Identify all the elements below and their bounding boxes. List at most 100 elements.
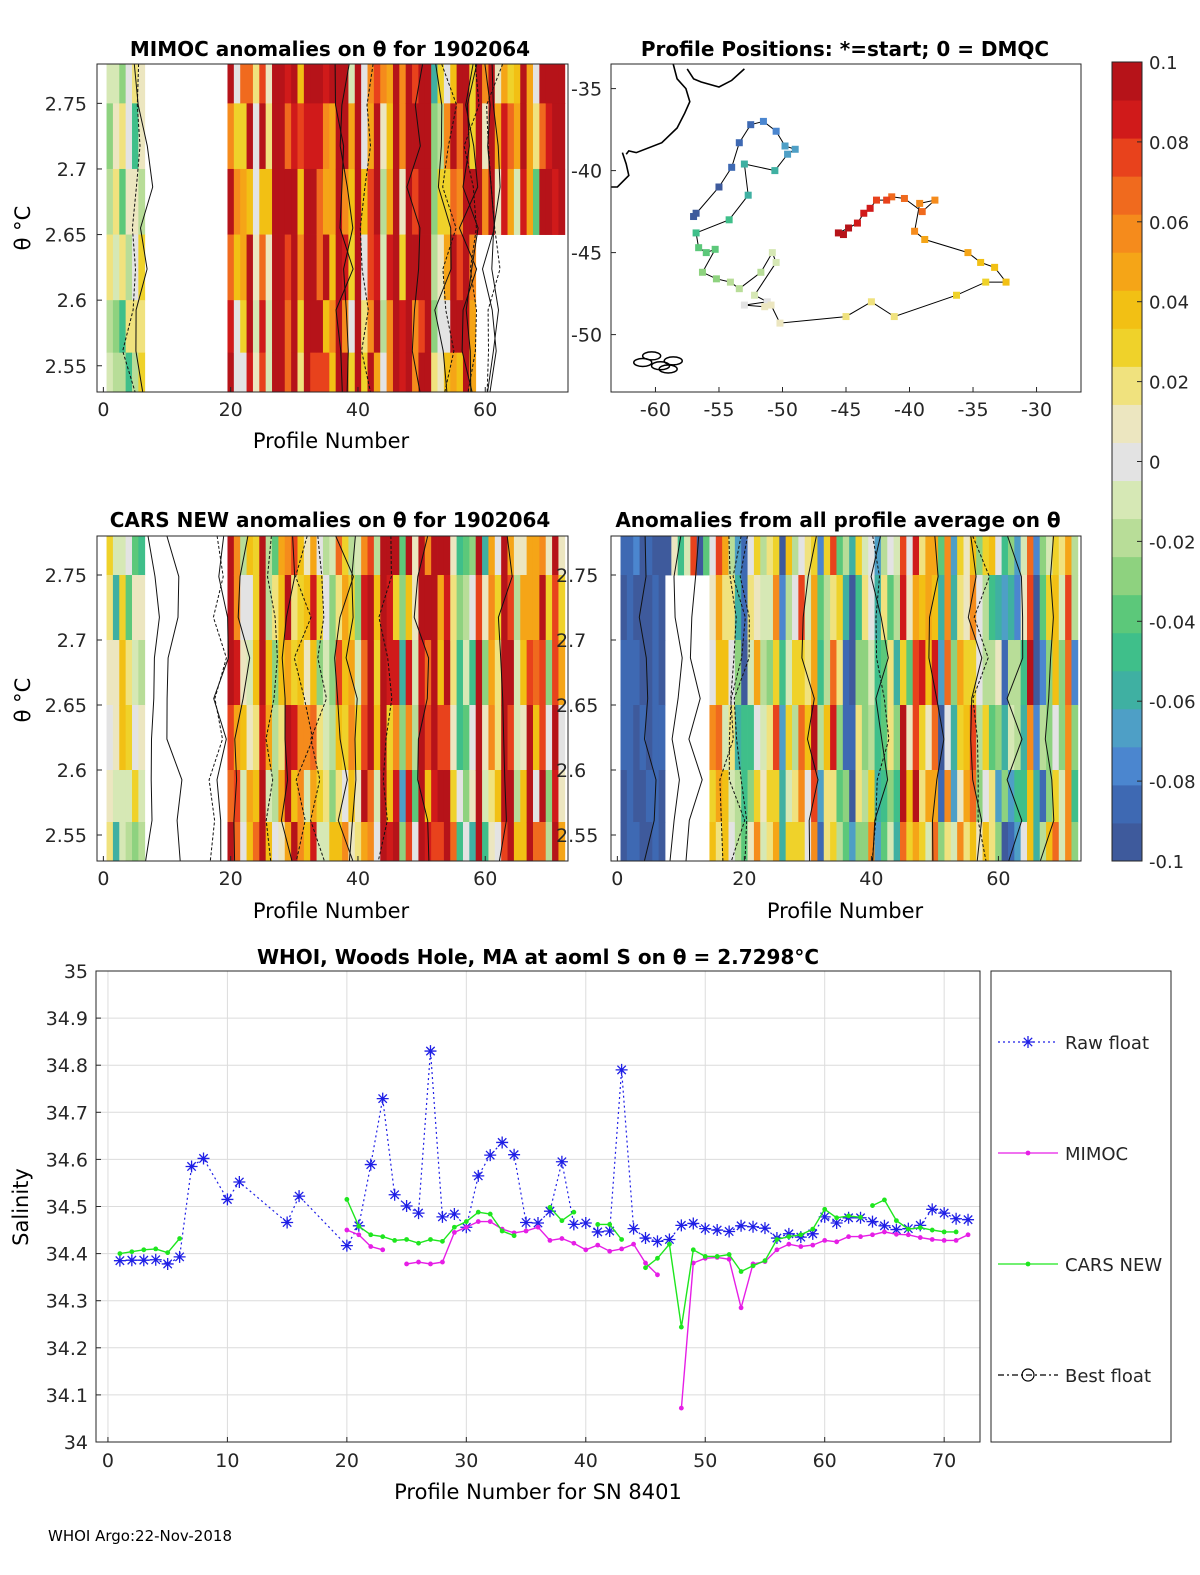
allavg-cell (772, 536, 780, 576)
mimoc-cell (106, 103, 114, 170)
allavg-cell (1007, 536, 1015, 576)
cars-cell (443, 536, 451, 576)
cars-cell (418, 536, 426, 576)
mimoc-axes-box (96, 63, 569, 393)
cars-cell (284, 536, 292, 576)
allavg-cell (938, 705, 945, 771)
cars-cell (240, 640, 247, 706)
mimoc-cell (354, 234, 362, 301)
allavg-cell (995, 705, 1003, 771)
mimoc-cell (450, 103, 458, 170)
allavg-cell (1071, 640, 1079, 706)
mimoc-cell (233, 352, 241, 392)
mimoc-cell (125, 168, 133, 235)
cars-cell (303, 705, 311, 771)
allavg-cell (899, 536, 907, 576)
cars-cell (482, 705, 489, 771)
cars-ylabel: θ °C (11, 678, 35, 723)
coastline-segment (686, 68, 745, 88)
allavg-cell (766, 575, 774, 641)
colorbar-tick-label: 0.04 (1149, 293, 1189, 314)
cars-cell (418, 575, 426, 641)
profile-position-marker (740, 301, 748, 309)
allavg-cell (1039, 822, 1047, 861)
colorbar-tick-label: 0.02 (1149, 373, 1189, 394)
cars-cell (240, 770, 247, 823)
allavg-cell (779, 536, 787, 576)
salinity-x-tick-label: 50 (693, 1450, 717, 1472)
mimoc-cell (335, 168, 343, 235)
allavg-cell (728, 640, 736, 706)
allavg-cell (899, 770, 907, 823)
cars-cell (494, 770, 502, 823)
allavg-cell (715, 575, 723, 641)
cars-cell (278, 705, 286, 771)
cars-cell (462, 640, 470, 706)
allavg-cell (811, 536, 818, 576)
allavg-cell (887, 640, 895, 706)
island-outline (641, 351, 662, 361)
allavg-cell (785, 536, 793, 576)
allavg-cell (1046, 536, 1053, 576)
mimoc-cell (437, 300, 445, 354)
mimoc-cell (316, 300, 324, 354)
cars-cell (386, 705, 394, 771)
allavg-cell (874, 575, 882, 641)
allavg-title: Anomalies from all profile average on θ (615, 508, 1060, 532)
allavg-cell (880, 640, 888, 706)
cars-cell (316, 705, 324, 771)
positions-x-tick-label: -35 (958, 399, 989, 421)
allavg-cell (798, 536, 806, 576)
profile-position-marker (931, 196, 939, 204)
mimoc-cell (240, 168, 247, 235)
mimoc-ylabel: θ °C (11, 206, 35, 251)
cars-new-marker (690, 1247, 696, 1253)
allavg-cell (1039, 705, 1047, 771)
mimoc-cell (284, 300, 292, 354)
allavg-cell (772, 640, 780, 706)
allavg-cell (868, 640, 875, 706)
allavg-cell (798, 770, 806, 823)
allavg-cell (880, 705, 888, 771)
cars-cell (272, 575, 279, 641)
cars-new-marker (917, 1225, 923, 1231)
legend-marker (1025, 1261, 1031, 1267)
cars-contour-line (293, 536, 314, 861)
cars-cell (431, 705, 438, 771)
cars-cell (342, 536, 349, 576)
allavg-cell (1071, 770, 1079, 823)
cars-cell (418, 705, 426, 771)
mimoc-cell (297, 168, 305, 235)
cars-cell (482, 536, 489, 576)
mimoc-cell (399, 168, 407, 235)
salinity-y-tick-label: 34.4 (46, 1244, 88, 1266)
mimoc-cell (138, 234, 146, 301)
cars-cell (392, 822, 400, 861)
cars-cell (138, 536, 146, 576)
cars-cell (303, 770, 311, 823)
allavg-cell (639, 640, 647, 706)
cars-cell (252, 640, 260, 706)
cars-cell (412, 536, 419, 576)
cars-cell (132, 640, 139, 706)
mimoc-cell (310, 300, 317, 354)
mimoc-cell (252, 234, 260, 301)
mimoc-cell (392, 352, 400, 392)
allavg-cell (887, 705, 895, 771)
allavg-cell (842, 536, 850, 576)
cars-cell (348, 705, 356, 771)
mimoc-cell (412, 300, 419, 354)
cars-cell (475, 770, 483, 823)
cars-cell (412, 770, 419, 823)
cars-cell (520, 770, 528, 823)
mimoc-marker (858, 1234, 863, 1240)
raw-float-marker (687, 1217, 700, 1230)
allavg-cell (633, 705, 640, 771)
cars-cell (450, 770, 458, 823)
mimoc-cell (456, 103, 464, 170)
mimoc-cell (132, 234, 139, 301)
cars-cell (106, 575, 114, 641)
mimoc-marker (535, 1224, 541, 1230)
cars-cell (272, 822, 279, 861)
cars-cell (322, 536, 330, 576)
